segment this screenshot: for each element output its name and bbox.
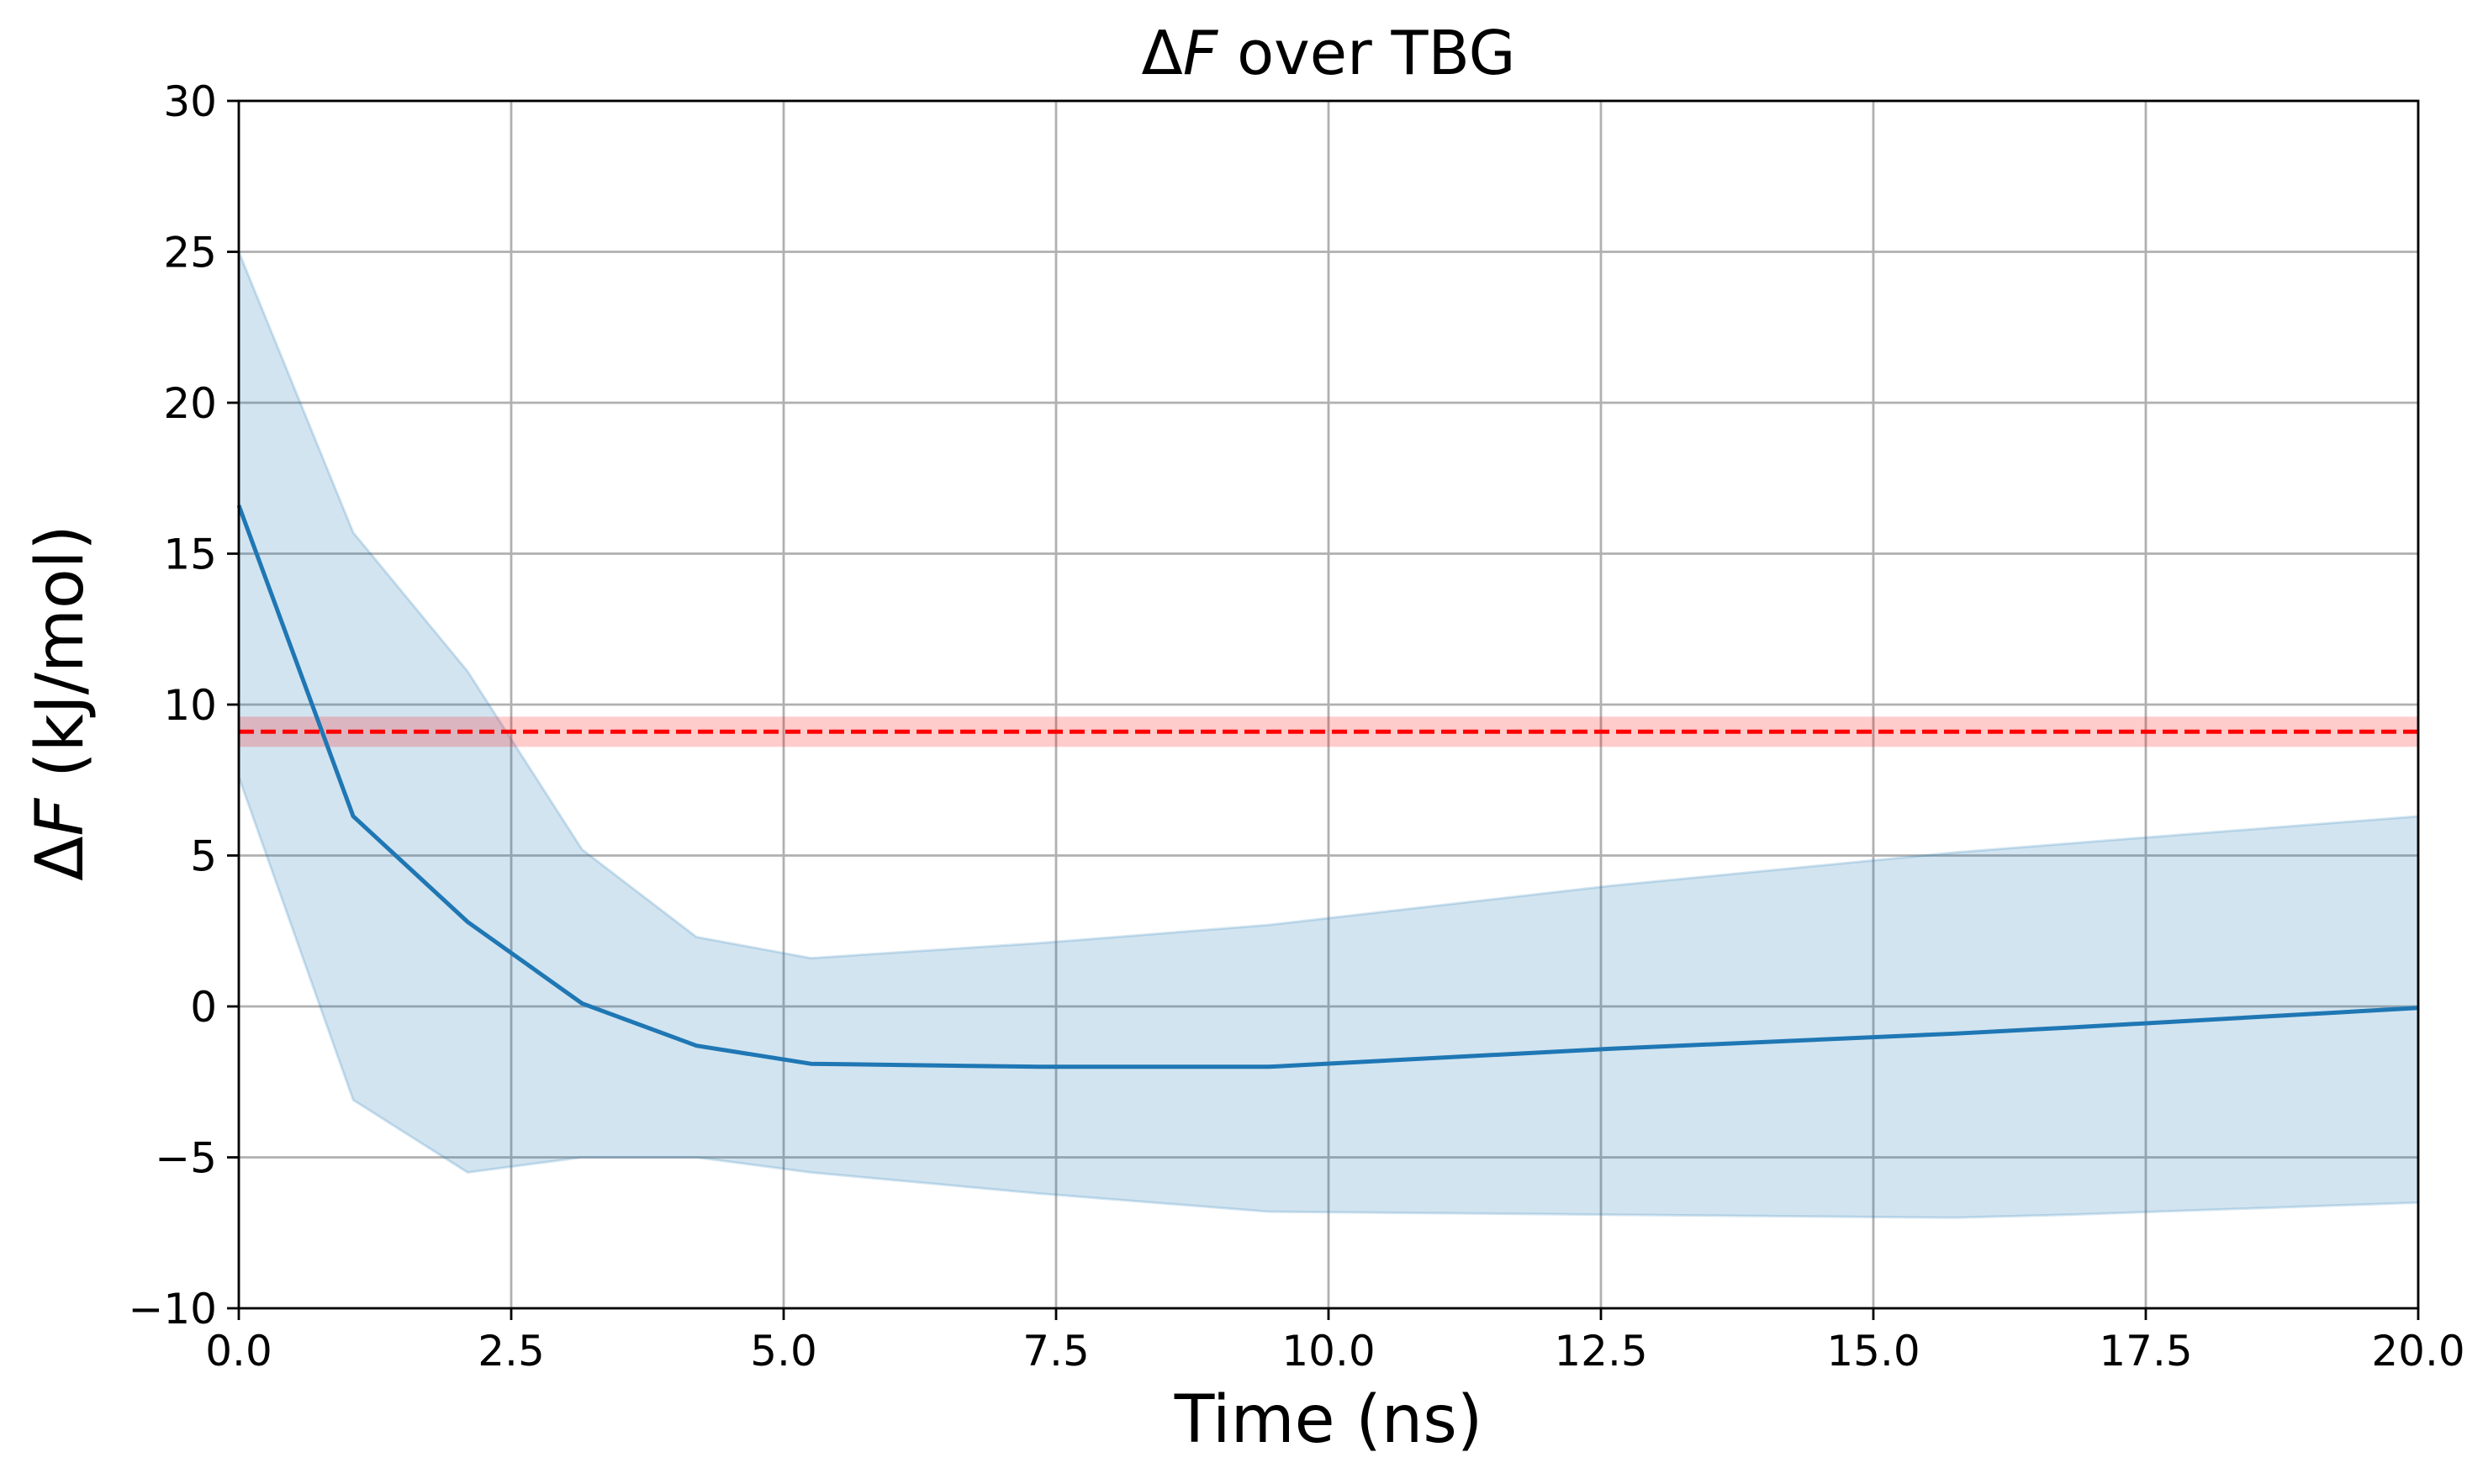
y-label-rest: (kJ/mol) (23, 525, 98, 798)
series-lines (236, 504, 2419, 1069)
title-variable: F (1183, 18, 1219, 88)
title-delta: Δ (1142, 18, 1183, 88)
x-axis-label: Time (ns) (1174, 1382, 1483, 1458)
x-tick-label: 0.0 (205, 1327, 272, 1376)
y-tick-label: −10 (128, 1285, 217, 1333)
x-tick-label: 17.5 (2099, 1327, 2192, 1376)
x-tick-label: 20.0 (2371, 1327, 2464, 1376)
y-tick-label: 15 (163, 531, 217, 579)
reference-band (239, 716, 2418, 747)
x-tick-label: 5.0 (750, 1327, 817, 1376)
y-tick-label: 20 (163, 379, 217, 428)
x-tick-label: 10.0 (1281, 1327, 1375, 1376)
y-label-delta: Δ (23, 837, 98, 881)
x-tick-label: 2.5 (478, 1327, 545, 1376)
delta-f-line (236, 504, 2419, 1069)
y-tick-label: 30 (163, 77, 217, 126)
y-tick-label: 25 (163, 229, 217, 277)
chart-title: ΔF over TBG (1142, 18, 1516, 88)
y-axis-label: ΔF (kJ/mol) (23, 525, 98, 881)
title-rest: over TBG (1218, 18, 1515, 88)
y-tick-label: 10 (163, 681, 217, 730)
svg-text:ΔF over TBG: ΔF over TBG (1142, 18, 1516, 88)
x-tick-label: 12.5 (1554, 1327, 1647, 1376)
y-label-variable: F (23, 798, 98, 837)
x-tick-label: 7.5 (1022, 1327, 1090, 1376)
axis-ticks: 0.0 2.5 5.0 7.5 10.0 12.5 15.0 17.5 20.0 −10 −5 0 5 1… (128, 77, 2464, 1376)
y-tick-label: −5 (155, 1134, 217, 1183)
x-tick-label: 15.0 (1826, 1327, 1920, 1376)
y-tick-label: 5 (190, 832, 217, 881)
y-tick-label: 0 (190, 983, 217, 1032)
